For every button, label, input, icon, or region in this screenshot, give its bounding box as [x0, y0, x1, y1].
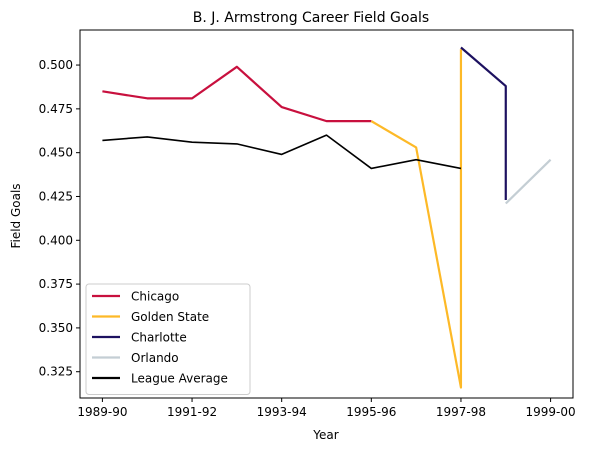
chart-title: B. J. Armstrong Career Field Goals — [193, 10, 429, 26]
y-tick-label: 0.450 — [39, 146, 73, 160]
legend-entry-label: Charlotte — [131, 331, 187, 345]
y-tick-label: 0.350 — [39, 321, 73, 335]
series-line-2 — [460, 46, 507, 200]
y-tick-label: 0.500 — [39, 58, 73, 72]
x-tick-label: 1993-94 — [257, 405, 307, 419]
y-tick-label: 0.425 — [39, 189, 73, 203]
x-tick-label: 1997-98 — [436, 405, 486, 419]
legend-entry-label: Golden State — [131, 310, 209, 324]
y-tick-label: 0.400 — [39, 233, 73, 247]
series-line-1 — [370, 49, 463, 389]
y-tick-label: 0.325 — [39, 365, 73, 379]
x-axis-label: Year — [312, 428, 338, 442]
x-tick-label: 1995-96 — [346, 405, 396, 419]
legend-entry-label: League Average — [131, 372, 228, 386]
plot-frame — [79, 29, 574, 399]
y-axis-label: Field Goals — [9, 183, 23, 248]
x-tick-label: 1991-92 — [167, 405, 217, 419]
series-line-3 — [505, 158, 552, 205]
legend-entry-label: Orlando — [131, 351, 179, 365]
legend-box — [85, 283, 251, 395]
x-tick-label: 1989-90 — [77, 405, 127, 419]
x-tick-label: 1999-00 — [526, 405, 576, 419]
y-tick-label: 0.475 — [39, 102, 73, 116]
legend: Chicago Golden State Charlotte Orlando Leagu… — [85, 283, 251, 395]
series-line-4 — [102, 134, 462, 170]
series-line-0 — [102, 65, 372, 123]
legend-entry-label: Chicago — [131, 290, 179, 304]
y-tick-label: 0.375 — [39, 277, 73, 291]
